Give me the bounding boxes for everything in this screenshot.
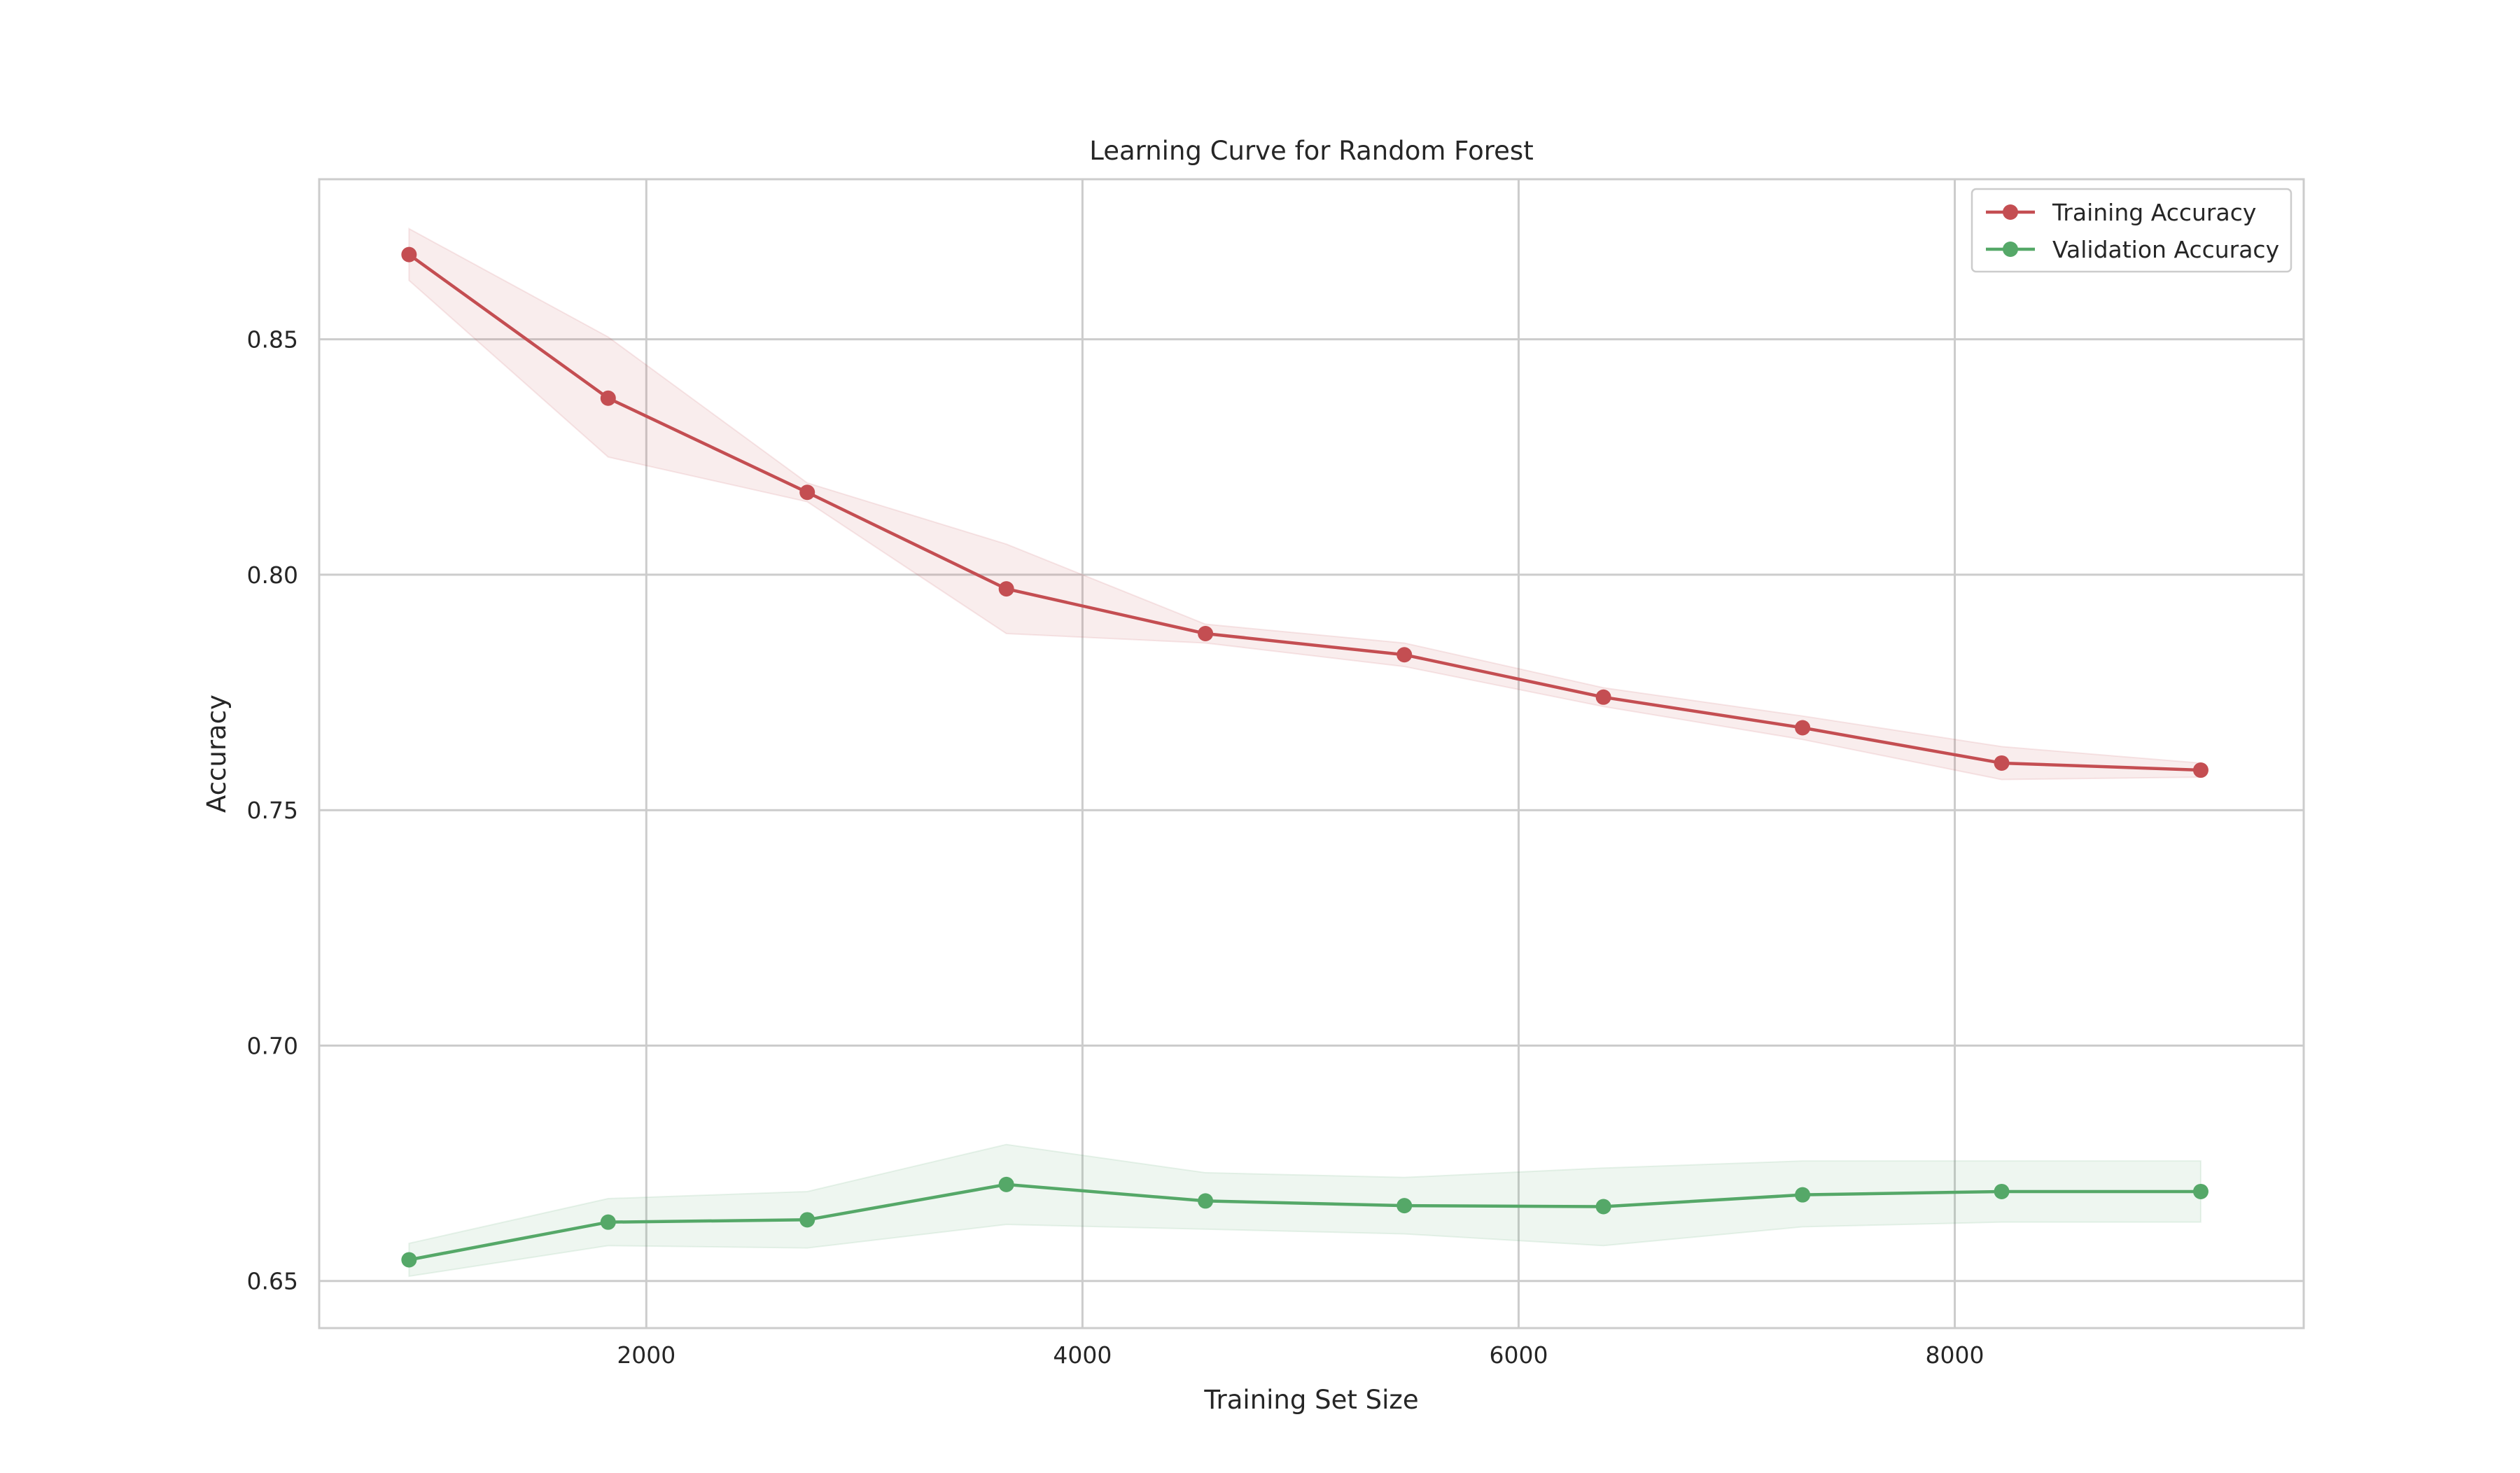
training-accuracy-point <box>1795 720 1811 736</box>
training-accuracy-point <box>401 246 417 263</box>
validation-accuracy-point <box>1795 1187 1811 1203</box>
y-tick-label: 0.85 <box>247 326 298 354</box>
training-accuracy-point <box>799 484 816 501</box>
validation-accuracy-point <box>2192 1183 2208 1199</box>
validation-accuracy-line <box>408 1182 2201 1262</box>
x-tick-label: 2000 <box>617 1341 676 1369</box>
y-tick-label: 0.70 <box>247 1032 298 1059</box>
training-accuracy-point <box>1396 647 1413 663</box>
legend-marker-swatch <box>2003 204 2018 220</box>
plot-frame <box>318 178 2305 1329</box>
validation-accuracy-point <box>1396 1198 1413 1214</box>
legend-label: Validation Accuracy <box>2052 236 2279 263</box>
x-tick-label: 8000 <box>1926 1341 1984 1369</box>
validation-accuracy-point <box>1994 1183 2010 1199</box>
validation-accuracy-point <box>799 1212 816 1228</box>
chart-title: Learning Curve for Random Forest <box>1089 136 1533 166</box>
validation-accuracy-point <box>401 1252 417 1268</box>
x-axis-label: Training Set Size <box>1203 1385 1418 1415</box>
validation-accuracy-point <box>1595 1199 1611 1215</box>
validation-accuracy-point <box>998 1176 1014 1192</box>
legend-marker-swatch <box>2003 242 2018 257</box>
legend-label: Training Accuracy <box>2052 199 2256 226</box>
validation-accuracy-point <box>600 1214 616 1230</box>
training-accuracy-point <box>1198 626 1214 642</box>
training-accuracy-point <box>600 390 616 406</box>
y-axis-label: Accuracy <box>202 694 232 813</box>
y-tick-label: 0.75 <box>247 797 298 824</box>
validation-accuracy-band <box>408 1143 2202 1278</box>
validation-accuracy-point <box>1198 1193 1214 1209</box>
training-accuracy-point <box>2192 762 2208 779</box>
training-accuracy-line <box>408 253 2202 772</box>
x-tick-label: 6000 <box>1489 1341 1548 1369</box>
legend: Training Accuracy Validation Accuracy <box>1970 188 2292 273</box>
legend-box <box>1970 188 2292 273</box>
y-tick-label: 0.80 <box>247 561 298 589</box>
y-tick-label: 0.65 <box>247 1268 298 1295</box>
training-accuracy-point <box>998 581 1014 597</box>
training-accuracy-point <box>1994 755 2010 771</box>
training-accuracy-point <box>1595 689 1611 705</box>
x-tick-label: 4000 <box>1053 1341 1112 1369</box>
